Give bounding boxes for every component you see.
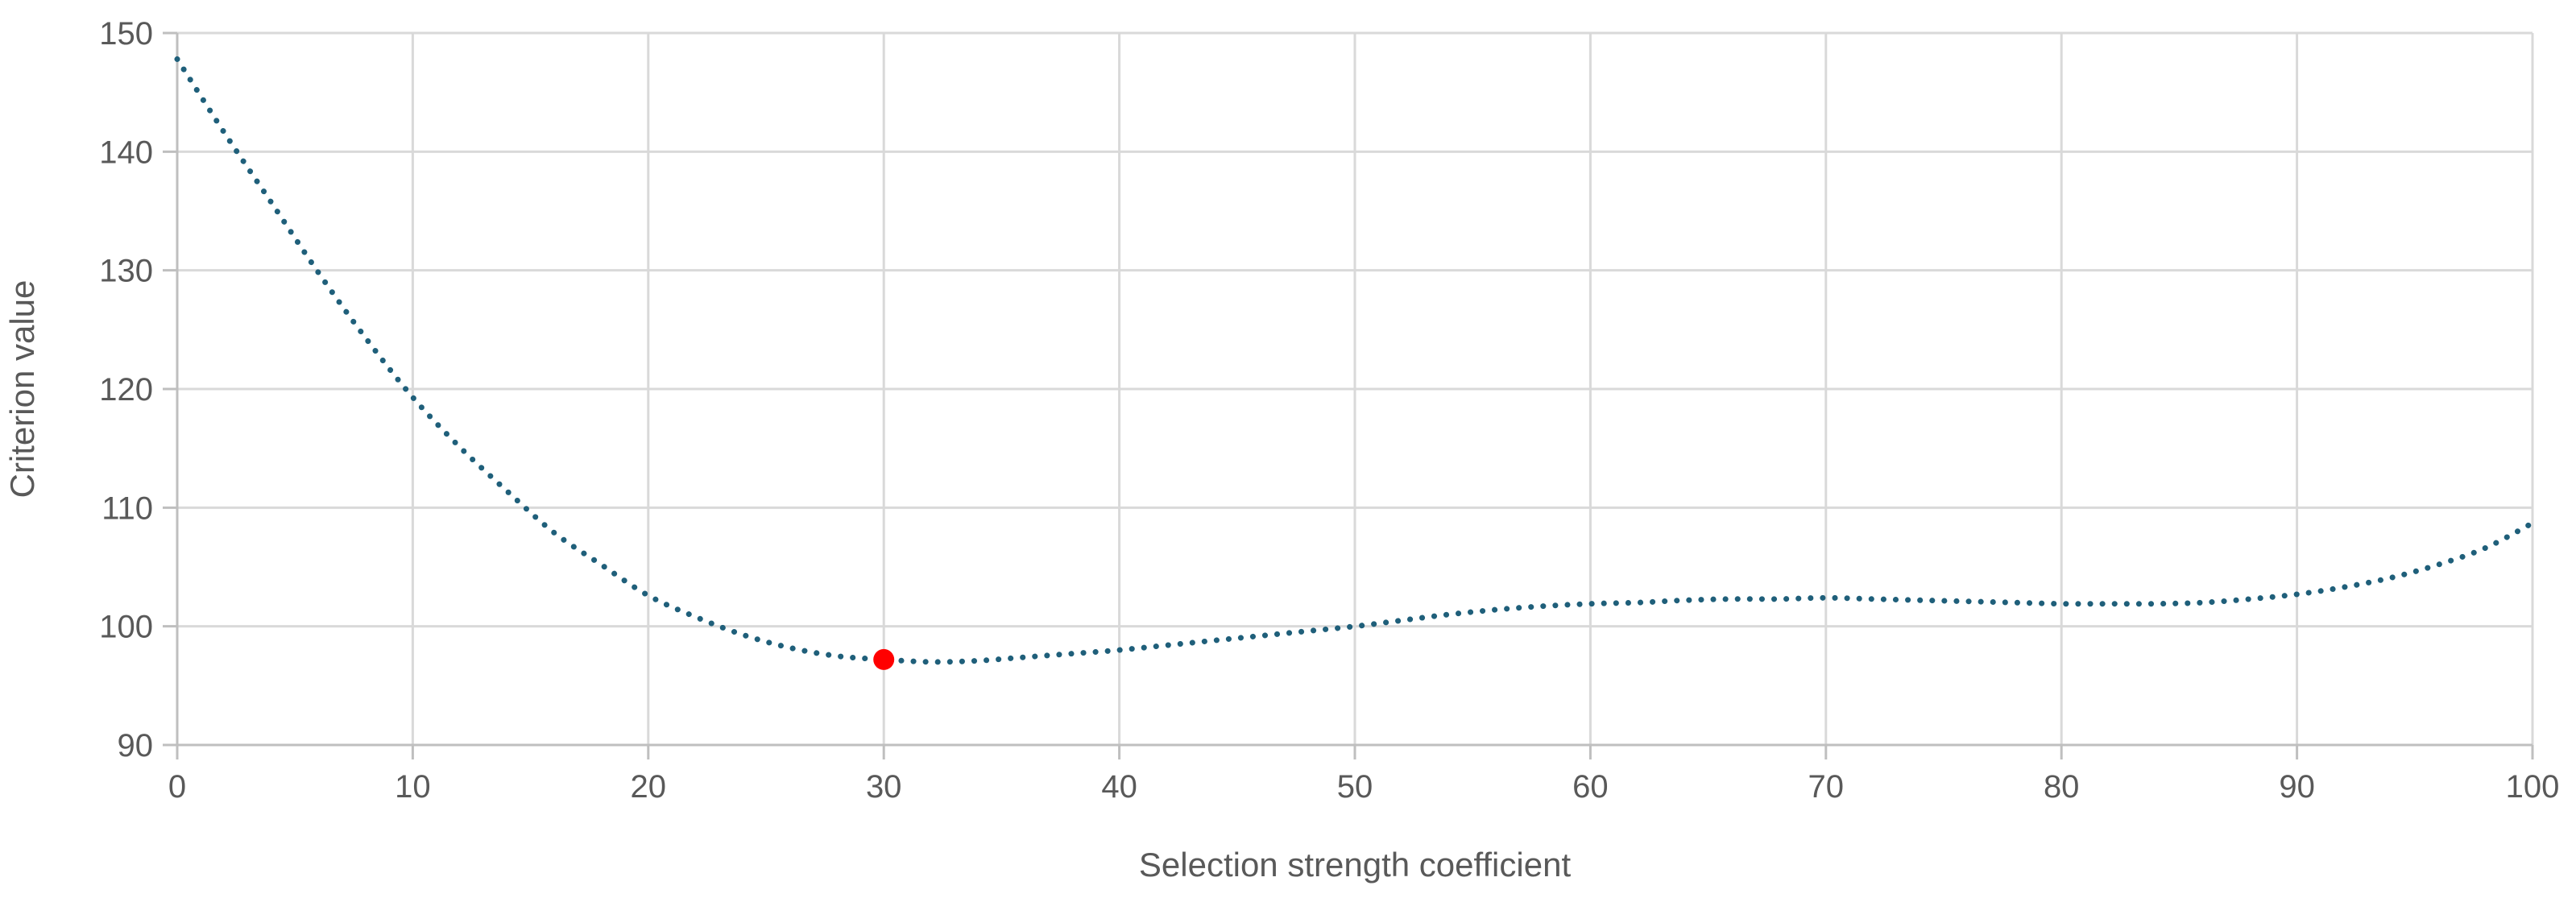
- y-tick-label: 120: [99, 372, 153, 408]
- y-tick-label: 110: [101, 490, 153, 526]
- x-tick-label: 60: [1572, 769, 1609, 805]
- y-tick-label: 90: [118, 728, 154, 764]
- series-line: [174, 56, 2536, 665]
- y-tick-label: 100: [99, 610, 153, 645]
- x-tick-label: 20: [631, 769, 667, 805]
- x-tick-label: 80: [2044, 769, 2080, 805]
- x-tick-label: 50: [1337, 769, 1373, 805]
- x-axis-title: Selection strength coefficient: [1139, 846, 1572, 884]
- highlight-point: [873, 648, 895, 670]
- x-tick-label: 100: [2506, 769, 2560, 805]
- x-tick-label: 30: [866, 769, 902, 805]
- x-tick-label: 70: [1808, 769, 1845, 805]
- x-tick-label: 0: [168, 769, 186, 805]
- y-axis-title: Criterion value: [3, 280, 41, 499]
- x-tick-label: 10: [395, 769, 431, 805]
- y-tick-label: 130: [99, 254, 153, 289]
- x-tick-label: 90: [2279, 769, 2315, 805]
- y-tick-label: 150: [99, 16, 153, 52]
- x-tick-label: 40: [1101, 769, 1137, 805]
- y-tick-label: 140: [99, 134, 153, 170]
